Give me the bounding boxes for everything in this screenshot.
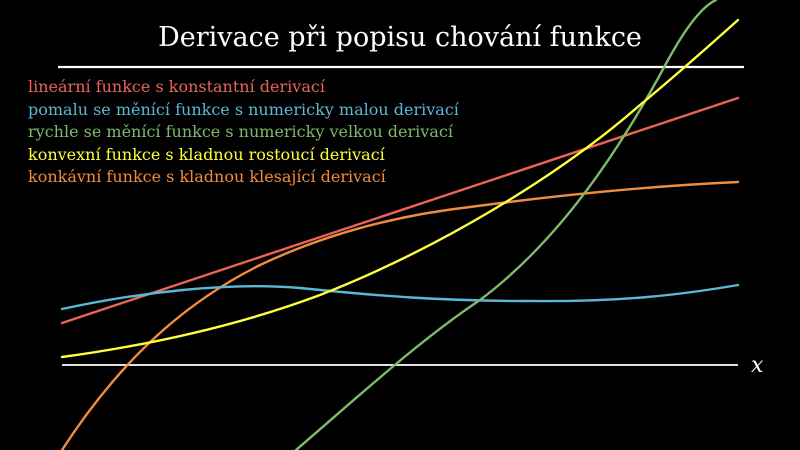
diagram-title: Derivace při popisu chování funkce (158, 22, 642, 53)
legend-item-convex: konvexní funkce s kladnou rostoucí deriv… (28, 144, 385, 164)
curve-concave (60, 180, 740, 450)
legend-item-fast: rychle se měnící funkce s numericky velk… (28, 122, 453, 141)
curve-slow (60, 283, 740, 311)
legend-item-slow: pomalu se měnící funkce s numericky malo… (28, 99, 459, 119)
legend-item-concave: konkávní funkce s kladnou klesající deri… (28, 167, 386, 186)
curve-fast (294, 0, 718, 450)
legend-item-linear: lineární funkce s konstantní derivací (28, 77, 325, 96)
legend: lineární funkce s konstantní derivací po… (28, 76, 459, 189)
x-axis-label: x (751, 353, 764, 378)
curve-linear (60, 96, 740, 325)
curve-convex (60, 18, 740, 359)
